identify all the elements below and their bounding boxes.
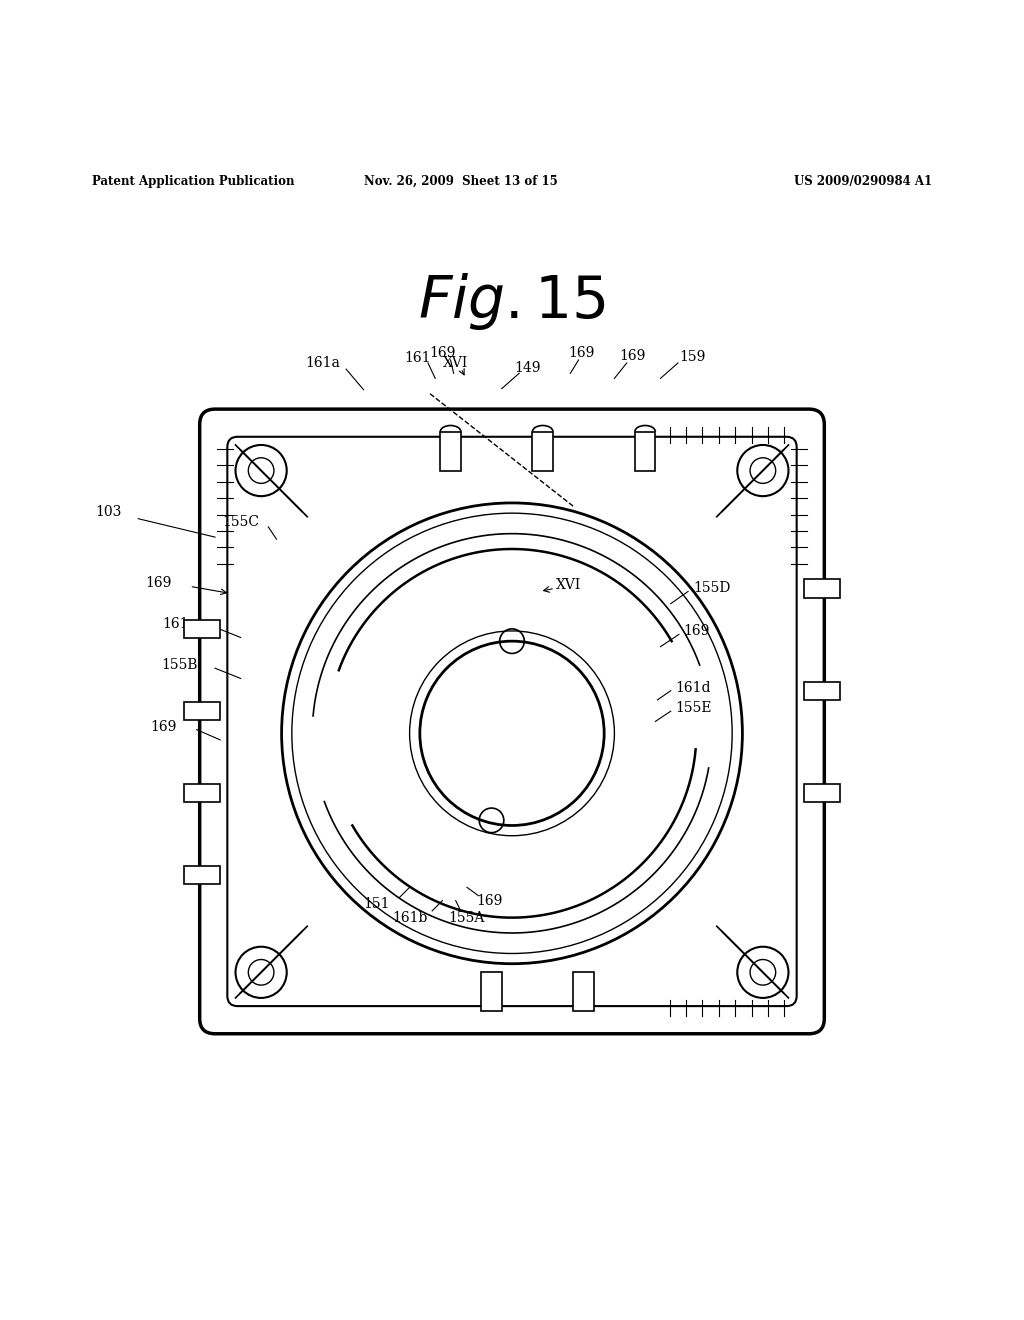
Bar xyxy=(804,784,840,803)
Text: 161a: 161a xyxy=(305,356,340,370)
Bar xyxy=(440,432,461,470)
Text: 169: 169 xyxy=(151,719,177,734)
Text: US 2009/0290984 A1: US 2009/0290984 A1 xyxy=(794,176,932,189)
FancyBboxPatch shape xyxy=(227,437,797,1006)
Text: 155A: 155A xyxy=(449,911,485,925)
Text: 149: 149 xyxy=(514,362,541,375)
Bar xyxy=(184,866,220,884)
Text: 155C: 155C xyxy=(222,515,259,529)
Bar xyxy=(573,973,594,1011)
Bar xyxy=(532,432,553,470)
Text: 161c: 161c xyxy=(162,618,197,631)
Text: 161: 161 xyxy=(404,351,431,364)
Text: $\mathit{Fig.15}$: $\mathit{Fig.15}$ xyxy=(418,271,606,333)
Bar xyxy=(184,702,220,721)
FancyBboxPatch shape xyxy=(200,409,824,1034)
Text: 169: 169 xyxy=(683,624,710,639)
Bar xyxy=(635,432,655,470)
Text: Patent Application Publication: Patent Application Publication xyxy=(92,176,295,189)
Text: XVI: XVI xyxy=(443,356,468,370)
Text: 103: 103 xyxy=(95,504,122,519)
Text: 155D: 155D xyxy=(693,581,730,595)
Text: 169: 169 xyxy=(476,894,503,908)
Bar xyxy=(481,973,502,1011)
Text: Nov. 26, 2009  Sheet 13 of 15: Nov. 26, 2009 Sheet 13 of 15 xyxy=(364,176,558,189)
Bar xyxy=(804,579,840,598)
Text: 169: 169 xyxy=(429,346,456,360)
Bar xyxy=(184,620,220,639)
Text: XVI: XVI xyxy=(556,578,581,593)
Text: 155B: 155B xyxy=(161,659,198,672)
Text: 159: 159 xyxy=(679,350,706,364)
Bar xyxy=(804,681,840,700)
Text: 169: 169 xyxy=(145,577,172,590)
Text: 155E: 155E xyxy=(675,701,712,715)
Text: 169: 169 xyxy=(568,346,595,360)
Bar xyxy=(184,784,220,803)
Text: 169: 169 xyxy=(620,348,646,363)
Text: 161b: 161b xyxy=(392,911,427,925)
Text: 151: 151 xyxy=(364,896,390,911)
Text: 161d: 161d xyxy=(676,681,711,694)
